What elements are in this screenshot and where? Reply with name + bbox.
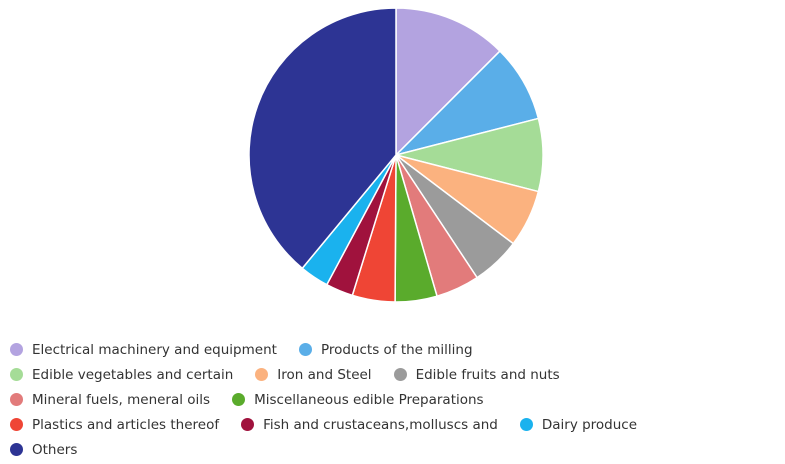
legend-item[interactable]: Fish and crustaceans,molluscs and: [241, 417, 498, 433]
legend-label: Fish and crustaceans,molluscs and: [263, 416, 498, 433]
legend-row: Electrical machinery and equipment Produc…: [10, 337, 785, 362]
legend-row: Mineral fuels, meneral oils Miscellaneous…: [10, 387, 785, 412]
legend-swatch: [10, 343, 23, 356]
legend-item[interactable]: Electrical machinery and equipment: [10, 342, 277, 358]
legend-label: Electrical machinery and equipment: [32, 341, 277, 358]
legend-swatch: [10, 443, 23, 456]
pie-chart: [248, 7, 544, 303]
legend-row: Edible vegetables and certain Iron and St…: [10, 362, 785, 387]
legend-swatch: [232, 393, 246, 406]
legend-item[interactable]: Others: [10, 442, 77, 458]
legend-swatch: [10, 418, 23, 431]
legend-label: Plastics and articles thereof: [32, 416, 220, 433]
legend-item[interactable]: Products of the milling: [298, 341, 473, 358]
legend-swatch: [393, 368, 407, 381]
legend-item[interactable]: Mineral fuels, meneral oils: [10, 392, 210, 408]
legend-row: Plastics and articles thereof Fish and cr…: [10, 412, 785, 437]
legend-swatch: [241, 418, 255, 431]
pie-slice-electrical-machinery-and-equipment[interactable]: [395, 7, 501, 156]
chart-legend: Electrical machinery and equipment Produc…: [10, 337, 785, 462]
legend-swatch: [298, 343, 312, 356]
pie-slice-others[interactable]: [248, 7, 397, 270]
legend-label: Miscellaneous edible Preparations: [254, 391, 484, 408]
legend-label: Iron and Steel: [277, 366, 372, 383]
legend-label: Edible fruits and nuts: [415, 366, 560, 383]
legend-row: Others: [10, 437, 785, 462]
legend-swatch: [519, 418, 533, 431]
legend-item[interactable]: Plastics and articles thereof: [10, 417, 219, 433]
legend-item[interactable]: Miscellaneous edible Preparations: [232, 392, 484, 408]
legend-label: Mineral fuels, meneral oils: [32, 391, 211, 408]
legend-item[interactable]: Iron and Steel: [255, 366, 372, 383]
legend-swatch: [10, 368, 23, 381]
legend-label: Dairy produce: [541, 416, 638, 433]
legend-item[interactable]: Edible fruits and nuts: [393, 366, 560, 383]
legend-label: Products of the milling: [320, 341, 473, 358]
legend-label: Others: [32, 441, 78, 458]
legend-label: Edible vegetables and certain: [32, 366, 234, 383]
legend-swatch: [10, 393, 23, 406]
legend-item[interactable]: Dairy produce: [519, 416, 638, 433]
legend-item[interactable]: Edible vegetables and certain: [10, 367, 233, 383]
legend-swatch: [255, 368, 269, 381]
